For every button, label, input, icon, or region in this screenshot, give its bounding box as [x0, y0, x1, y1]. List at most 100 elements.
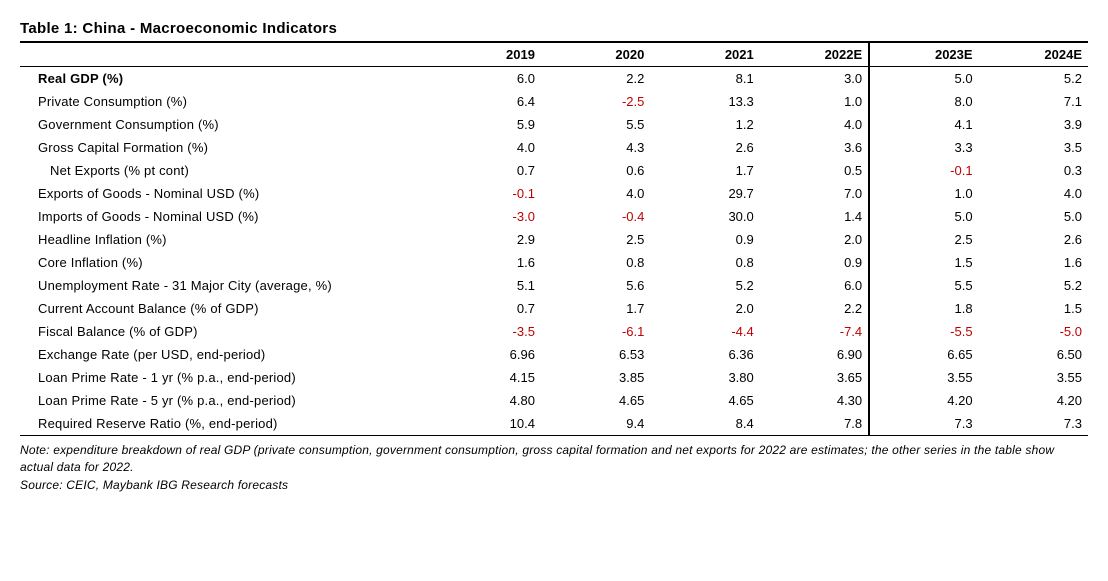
row-label: Real GDP (%) [20, 67, 432, 91]
cell-value: -3.5 [432, 320, 541, 343]
col-header: 2022E [760, 42, 869, 67]
cell-value: 29.7 [650, 182, 759, 205]
macro-table-container: Table 1: China - Macroeconomic Indicator… [20, 20, 1088, 494]
cell-value: 3.5 [979, 136, 1088, 159]
table-row: Headline Inflation (%)2.92.50.92.02.52.6 [20, 228, 1088, 251]
cell-value: -0.1 [432, 182, 541, 205]
cell-value: 2.5 [541, 228, 650, 251]
cell-value: 5.2 [979, 274, 1088, 297]
cell-value: 13.3 [650, 90, 759, 113]
table-row: Private Consumption (%)6.4-2.513.31.08.0… [20, 90, 1088, 113]
row-label: Unemployment Rate - 31 Major City (avera… [20, 274, 432, 297]
cell-value: 2.2 [760, 297, 869, 320]
table-row: Loan Prime Rate - 5 yr (% p.a., end-peri… [20, 389, 1088, 412]
cell-value: 5.2 [979, 67, 1088, 91]
row-label: Core Inflation (%) [20, 251, 432, 274]
cell-value: -4.4 [650, 320, 759, 343]
cell-value: 1.6 [432, 251, 541, 274]
cell-value: 0.6 [541, 159, 650, 182]
cell-value: 1.5 [979, 297, 1088, 320]
cell-value: 5.5 [541, 113, 650, 136]
cell-value: 0.7 [432, 297, 541, 320]
cell-value: 5.0 [869, 67, 978, 91]
row-label: Headline Inflation (%) [20, 228, 432, 251]
cell-value: -0.1 [869, 159, 978, 182]
cell-value: 3.6 [760, 136, 869, 159]
col-header: 2021 [650, 42, 759, 67]
row-label: Exchange Rate (per USD, end-period) [20, 343, 432, 366]
cell-value: 5.0 [869, 205, 978, 228]
cell-value: 6.65 [869, 343, 978, 366]
cell-value: 6.90 [760, 343, 869, 366]
cell-value: 3.0 [760, 67, 869, 91]
cell-value: -6.1 [541, 320, 650, 343]
row-label: Current Account Balance (% of GDP) [20, 297, 432, 320]
col-header: 2024E [979, 42, 1088, 67]
cell-value: 8.0 [869, 90, 978, 113]
cell-value: 2.5 [869, 228, 978, 251]
table-notes: Note: expenditure breakdown of real GDP … [20, 442, 1088, 494]
cell-value: 6.4 [432, 90, 541, 113]
cell-value: 9.4 [541, 412, 650, 436]
cell-value: 2.6 [650, 136, 759, 159]
row-label: Exports of Goods - Nominal USD (%) [20, 182, 432, 205]
cell-value: 1.7 [541, 297, 650, 320]
row-label: Required Reserve Ratio (%, end-period) [20, 412, 432, 436]
col-header: 2019 [432, 42, 541, 67]
table-row: Unemployment Rate - 31 Major City (avera… [20, 274, 1088, 297]
cell-value: 4.20 [979, 389, 1088, 412]
cell-value: 4.0 [541, 182, 650, 205]
cell-value: -2.5 [541, 90, 650, 113]
cell-value: 8.4 [650, 412, 759, 436]
cell-value: 2.9 [432, 228, 541, 251]
cell-value: -5.0 [979, 320, 1088, 343]
cell-value: 3.65 [760, 366, 869, 389]
cell-value: 3.3 [869, 136, 978, 159]
cell-value: 6.50 [979, 343, 1088, 366]
cell-value: 7.3 [869, 412, 978, 436]
cell-value: 2.2 [541, 67, 650, 91]
cell-value: 5.0 [979, 205, 1088, 228]
row-label: Gross Capital Formation (%) [20, 136, 432, 159]
cell-value: 0.9 [760, 251, 869, 274]
cell-value: 1.8 [869, 297, 978, 320]
table-body: Real GDP (%)6.02.28.13.05.05.2Private Co… [20, 67, 1088, 436]
cell-value: 4.1 [869, 113, 978, 136]
cell-value: 3.55 [869, 366, 978, 389]
table-title: Table 1: China - Macroeconomic Indicator… [20, 20, 1088, 37]
cell-value: 3.55 [979, 366, 1088, 389]
cell-value: 1.0 [869, 182, 978, 205]
table-row: Core Inflation (%)1.60.80.80.91.51.6 [20, 251, 1088, 274]
col-header: 2023E [869, 42, 978, 67]
header-blank [20, 42, 432, 67]
cell-value: 6.0 [432, 67, 541, 91]
cell-value: 4.0 [432, 136, 541, 159]
cell-value: -3.0 [432, 205, 541, 228]
cell-value: 1.0 [760, 90, 869, 113]
row-label: Net Exports (% pt cont) [20, 159, 432, 182]
table-row: Exchange Rate (per USD, end-period)6.966… [20, 343, 1088, 366]
cell-value: 3.9 [979, 113, 1088, 136]
table-row: Required Reserve Ratio (%, end-period)10… [20, 412, 1088, 436]
cell-value: 4.3 [541, 136, 650, 159]
cell-value: 1.4 [760, 205, 869, 228]
cell-value: 2.6 [979, 228, 1088, 251]
cell-value: 4.0 [979, 182, 1088, 205]
cell-value: 5.6 [541, 274, 650, 297]
table-row: Gross Capital Formation (%)4.04.32.63.63… [20, 136, 1088, 159]
row-label: Government Consumption (%) [20, 113, 432, 136]
cell-value: 7.8 [760, 412, 869, 436]
cell-value: 6.36 [650, 343, 759, 366]
cell-value: 1.7 [650, 159, 759, 182]
cell-value: 7.3 [979, 412, 1088, 436]
cell-value: 4.0 [760, 113, 869, 136]
col-header: 2020 [541, 42, 650, 67]
cell-value: 2.0 [760, 228, 869, 251]
cell-value: 4.30 [760, 389, 869, 412]
cell-value: 0.3 [979, 159, 1088, 182]
cell-value: 1.6 [979, 251, 1088, 274]
cell-value: 0.8 [541, 251, 650, 274]
cell-value: 4.65 [541, 389, 650, 412]
cell-value: 6.53 [541, 343, 650, 366]
cell-value: 30.0 [650, 205, 759, 228]
